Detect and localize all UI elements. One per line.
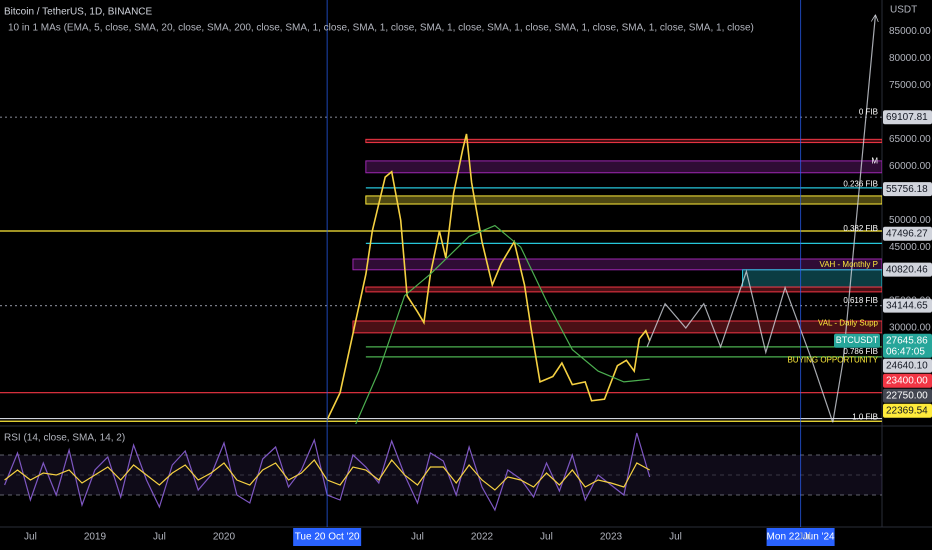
x-tick-label: Jul <box>411 532 424 543</box>
x-tick-label: Jul <box>798 532 811 543</box>
x-tick-label: 2023 <box>600 532 623 543</box>
price-badge-label: 55756.18 <box>886 184 928 195</box>
rsi-title: RSI (14, close, SMA, 14, 2) <box>4 433 125 444</box>
price-badge <box>883 182 932 197</box>
axes: 0 FIB M 0.236 FIB 0.382 FIB VAH - Monthly P 0… <box>24 0 932 546</box>
price-badge <box>883 110 932 125</box>
price-badge <box>883 262 932 277</box>
fib-label: 0.618 FIB <box>843 296 878 305</box>
symbol-badge-label: BTCUSDT <box>836 335 879 345</box>
price-badge-label: 22369.54 <box>886 405 928 416</box>
countdown-label: 06:47:05 <box>886 346 925 357</box>
x-tick-label: Jul <box>24 532 37 543</box>
price-badge-label: 22750.00 <box>886 390 928 401</box>
fib-label: VAH - Monthly P <box>819 260 878 269</box>
time-badge-label: Tue 20 Oct '20 <box>295 532 360 543</box>
x-tick-label: Jul <box>153 532 166 543</box>
y-tick-label: 65000.00 <box>889 134 931 145</box>
zone <box>365 195 882 205</box>
fib-label: M <box>871 156 878 165</box>
fib-label: 1.0 FIB <box>852 412 878 421</box>
chart-title: Bitcoin / TetherUS, 1D, BINANCE <box>4 7 153 18</box>
fib-label: 0.786 FIB <box>843 347 878 356</box>
rsi-pane <box>0 432 882 512</box>
price-badge-label: 34144.65 <box>886 300 928 311</box>
y-tick-label: 85000.00 <box>889 26 931 37</box>
zone <box>352 258 882 271</box>
y-tick-label: 45000.00 <box>889 242 931 253</box>
y-tick-label: 80000.00 <box>889 53 931 64</box>
zone <box>365 138 882 144</box>
x-tick-label: Jul <box>540 532 553 543</box>
price-badge <box>883 226 932 241</box>
zone <box>365 160 882 174</box>
zone <box>352 320 882 334</box>
y-tick-label: 60000.00 <box>889 161 931 172</box>
fib-label: 0.382 FIB <box>843 224 878 233</box>
x-tick-label: 2019 <box>84 532 107 543</box>
fib-label: 0 FIB <box>859 107 878 116</box>
y-tick-label: 50000.00 <box>889 215 931 226</box>
fib-label: VAL - Daily Supp <box>818 319 879 328</box>
projection-line <box>646 15 875 423</box>
price-badge <box>883 403 932 418</box>
x-tick-label: 2022 <box>471 532 494 543</box>
y-tick-label: 30000.00 <box>889 323 931 334</box>
indicator-legend: 10 in 1 MAs (EMA, 5, close, SMA, 20, clo… <box>8 23 754 34</box>
price-badge-label: 24640.10 <box>886 360 928 371</box>
y-tick-label: 75000.00 <box>889 80 931 91</box>
zone <box>365 286 882 293</box>
price-pane <box>0 15 882 424</box>
price-line <box>355 224 650 424</box>
price-badge <box>883 358 932 373</box>
time-badge-label: Mon 22 Jun '24 <box>767 532 836 543</box>
price-badge <box>883 333 932 358</box>
price-badge <box>883 298 932 313</box>
fib-label: 0.236 FIB <box>843 179 878 188</box>
price-badge-label: 40820.46 <box>886 264 928 275</box>
price-badge-label: 27645.86 <box>886 335 928 346</box>
symbol-badge <box>834 333 880 348</box>
price-badge-label: 69107.81 <box>886 112 928 123</box>
price-line <box>326 133 651 420</box>
price-badge-label: 23400.00 <box>886 375 928 386</box>
time-badge <box>293 528 362 546</box>
currency-label: USDT <box>890 5 917 16</box>
price-badge <box>883 388 932 403</box>
x-tick-label: 2020 <box>213 532 236 543</box>
x-tick-label: Jul <box>669 532 682 543</box>
price-badge-label: 47496.27 <box>886 228 928 239</box>
time-badge <box>766 528 835 546</box>
price-badge <box>883 373 932 388</box>
fib-label: BUYING OPPORTUNITY <box>787 355 878 364</box>
zone <box>742 269 882 288</box>
